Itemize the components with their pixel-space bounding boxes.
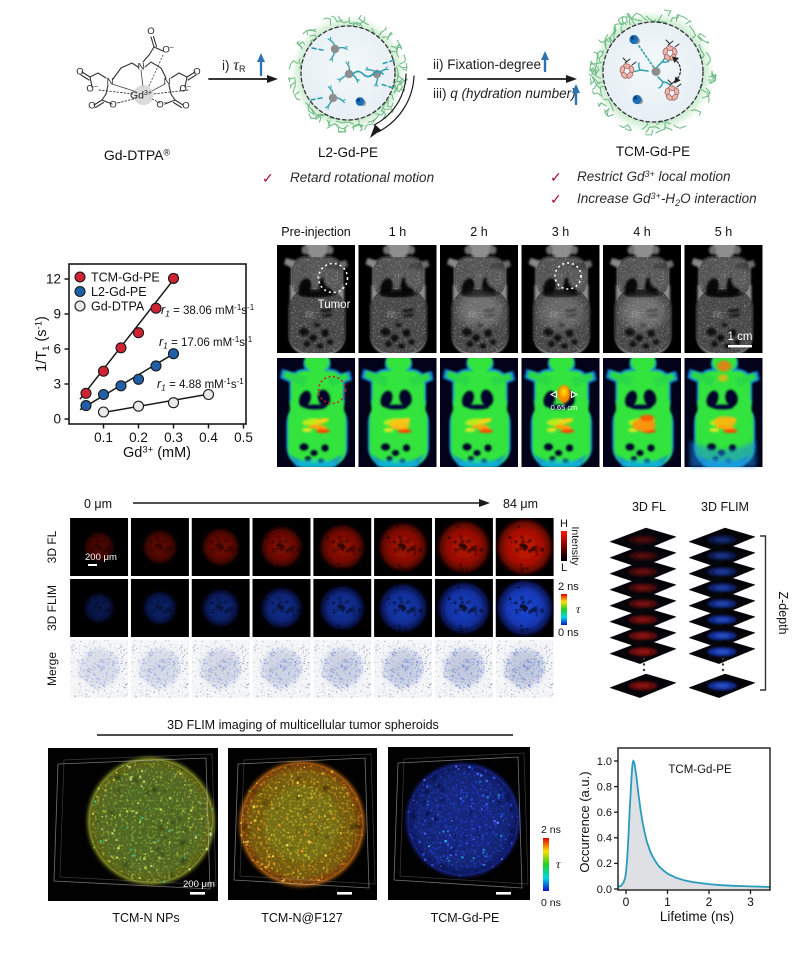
svg-text:Tumor: Tumor xyxy=(318,299,351,311)
svg-text:2 ns: 2 ns xyxy=(558,581,579,593)
svg-text:TCM-Gd-PE: TCM-Gd-PE xyxy=(91,270,160,284)
svg-text:3D FLIM: 3D FLIM xyxy=(701,500,749,514)
svg-text:200 μm: 200 μm xyxy=(183,879,215,890)
svg-text:Merge: Merge xyxy=(45,652,59,686)
svg-text:12: 12 xyxy=(46,272,61,287)
svg-text:O–: O– xyxy=(162,45,173,56)
svg-text:Intensity: Intensity xyxy=(569,526,581,566)
svg-text:O: O xyxy=(88,101,95,112)
svg-text:0.2: 0.2 xyxy=(597,858,612,870)
svg-text:O: O xyxy=(76,67,83,78)
svg-text:3 h: 3 h xyxy=(552,225,569,239)
svg-text:Gd3+ (mM): Gd3+ (mM) xyxy=(123,445,191,462)
svg-text:ii) Fixation-degree: ii) Fixation-degree xyxy=(433,57,541,72)
svg-text:Occurrence (a.u.): Occurrence (a.u.) xyxy=(577,771,592,872)
svg-text:1/T1 (s-1): 1/T1 (s-1) xyxy=(34,316,53,372)
svg-text:3: 3 xyxy=(747,895,754,909)
svg-text:1.0: 1.0 xyxy=(597,756,612,768)
svg-text:6: 6 xyxy=(53,342,61,357)
svg-text:0.4: 0.4 xyxy=(597,833,612,845)
svg-text:Gd-DTPA: Gd-DTPA xyxy=(91,299,145,313)
svg-text:H: H xyxy=(560,518,568,530)
svg-text:TCM-Gd-PE: TCM-Gd-PE xyxy=(616,144,690,159)
svg-text:1 cm: 1 cm xyxy=(728,331,753,343)
svg-text:1: 1 xyxy=(664,895,671,909)
svg-text:2: 2 xyxy=(706,895,713,909)
svg-text:Gd-DTPA®: Gd-DTPA® xyxy=(104,147,171,163)
svg-text:O–: O– xyxy=(86,84,97,95)
svg-text:r1 = 4.88 mM-1s-1: r1 = 4.88 mM-1s-1 xyxy=(157,377,244,393)
svg-text:0 ns: 0 ns xyxy=(558,627,579,639)
svg-text:2 h: 2 h xyxy=(470,225,487,239)
svg-text:✓: ✓ xyxy=(550,191,562,207)
svg-text:O–: O– xyxy=(179,84,190,95)
svg-text:N: N xyxy=(138,62,145,73)
svg-text:✓: ✓ xyxy=(550,169,562,185)
svg-text:Retard rotational motion: Retard rotational motion xyxy=(290,170,434,185)
svg-text:0: 0 xyxy=(623,895,630,909)
svg-text:3D FL: 3D FL xyxy=(632,500,666,514)
svg-text:0.65 cm: 0.65 cm xyxy=(551,403,578,412)
svg-text:L: L xyxy=(561,562,567,574)
svg-text:0 μm: 0 μm xyxy=(84,497,112,511)
svg-text:Pre-injection: Pre-injection xyxy=(281,225,351,239)
svg-text:2 ns: 2 ns xyxy=(541,824,561,836)
svg-text:TCM-N NPs: TCM-N NPs xyxy=(112,911,179,925)
svg-text:9: 9 xyxy=(53,307,61,322)
svg-text:Restrict Gd3+ local motion: Restrict Gd3+ local motion xyxy=(577,169,731,184)
svg-text:1 h: 1 h xyxy=(389,225,406,239)
svg-text:O: O xyxy=(182,101,189,112)
svg-text:L2-Gd-PE: L2-Gd-PE xyxy=(318,145,378,160)
svg-text:r1 = 17.06 mM-1s-1: r1 = 17.06 mM-1s-1 xyxy=(159,335,253,351)
svg-text:0: 0 xyxy=(53,412,61,427)
svg-text:0.1: 0.1 xyxy=(94,430,113,445)
svg-text:Z-depth: Z-depth xyxy=(776,591,790,634)
svg-text:0.8: 0.8 xyxy=(597,781,612,793)
svg-text:TCM-N@F127: TCM-N@F127 xyxy=(261,911,342,925)
svg-text:3D FL: 3D FL xyxy=(45,530,59,563)
svg-text:L2-Gd-PE: L2-Gd-PE xyxy=(91,285,147,299)
svg-text:iii) q (hydration number): iii) q (hydration number) xyxy=(433,86,576,101)
svg-text:τ: τ xyxy=(576,602,581,616)
svg-text:TCM-Gd-PE: TCM-Gd-PE xyxy=(668,764,732,776)
svg-text:O: O xyxy=(193,67,200,78)
svg-text:τ: τ xyxy=(556,857,561,871)
svg-text:200 μm: 200 μm xyxy=(85,552,117,563)
svg-text:0.4: 0.4 xyxy=(199,430,218,445)
svg-text:0.0: 0.0 xyxy=(597,884,612,896)
svg-text:N: N xyxy=(107,77,114,88)
svg-text:84 μm: 84 μm xyxy=(503,497,538,511)
svg-text:3: 3 xyxy=(53,377,61,392)
svg-text:r1 = 38.06 mM-1s-1: r1 = 38.06 mM-1s-1 xyxy=(161,303,255,319)
svg-text:O–: O– xyxy=(156,100,167,111)
svg-text:Increase Gd3+-H2O interaction: Increase Gd3+-H2O interaction xyxy=(577,191,757,208)
svg-text:0 ns: 0 ns xyxy=(541,897,561,909)
svg-text:0.3: 0.3 xyxy=(164,430,183,445)
svg-text:N: N xyxy=(164,77,171,88)
svg-text:3D FLIM imaging of multicellul: 3D FLIM imaging of multicellular tumor s… xyxy=(167,718,439,732)
svg-text:0.6: 0.6 xyxy=(597,807,612,819)
svg-text:✓: ✓ xyxy=(262,170,274,186)
svg-text:Lifetime (ns): Lifetime (ns) xyxy=(660,909,734,924)
svg-text:5 h: 5 h xyxy=(715,225,732,239)
svg-text:4 h: 4 h xyxy=(633,225,650,239)
svg-text:3D FLIM: 3D FLIM xyxy=(45,585,59,631)
svg-text:0.2: 0.2 xyxy=(129,430,148,445)
svg-text:0.5: 0.5 xyxy=(234,430,253,445)
svg-text:O–: O– xyxy=(109,100,120,111)
svg-text:TCM-Gd-PE: TCM-Gd-PE xyxy=(431,911,500,925)
svg-text:O: O xyxy=(147,26,154,37)
